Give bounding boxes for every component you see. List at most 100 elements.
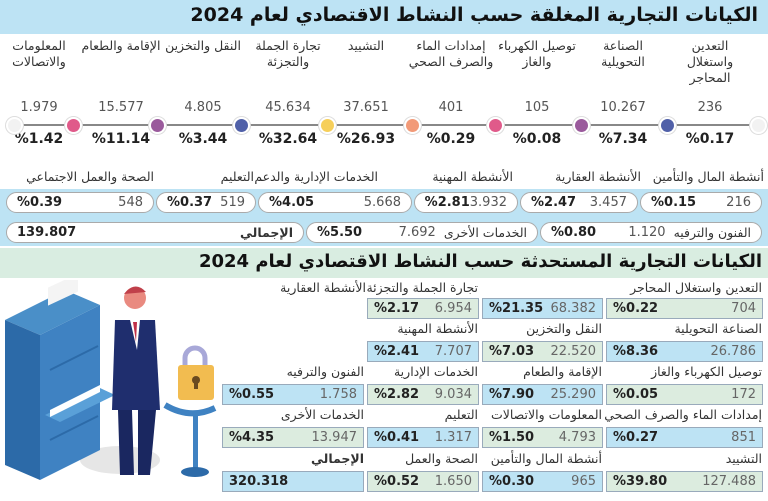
timeline-label: توصيل الكهرباء والغاز <box>498 38 576 69</box>
new-cell: 1.758 %0.55 <box>222 384 364 405</box>
percent: %2.41 <box>374 344 420 359</box>
value: 5.668 <box>363 195 401 210</box>
percent: %4.05 <box>269 195 315 210</box>
timeline-value: 1.979 <box>20 100 58 115</box>
timeline-dot <box>319 117 336 134</box>
percent: %7.03 <box>489 344 535 359</box>
new-cell: 965 %0.30 <box>482 471 603 492</box>
percent: %7.90 <box>489 387 535 402</box>
value: 25.290 <box>550 387 597 402</box>
timeline-dot <box>65 117 82 134</box>
timeline-value: 10.267 <box>600 100 646 115</box>
row-label: الأنشطة العقارية <box>555 169 641 184</box>
timeline-label: المعلومات والاتصالات <box>12 38 66 69</box>
timeline-dot <box>487 117 504 134</box>
value: 1.758 <box>319 387 357 402</box>
new-cell: 704 %0.22 <box>606 298 763 319</box>
timeline-start-dot <box>6 117 23 134</box>
cell-label: الأنشطة المهنية <box>397 321 478 336</box>
value: 7.692 <box>398 225 436 240</box>
closed-pill: 548 %0.39 <box>6 192 154 213</box>
total-label: الإجمالي <box>239 225 293 240</box>
percent: %0.52 <box>374 474 420 489</box>
timeline-dot <box>404 117 421 134</box>
percent: %0.55 <box>229 387 275 402</box>
cell-label: التشييد <box>725 451 762 466</box>
row-label: الخدمات الإدارية والدعم <box>254 169 378 184</box>
closed-pill: 3.457 %2.47 <box>520 192 638 213</box>
cell-label: النقل والتخزين <box>526 321 602 336</box>
value: 4.793 <box>558 430 596 445</box>
percent: %0.80 <box>551 225 597 240</box>
timeline-dot <box>149 117 166 134</box>
label: الخدمات الأخرى <box>443 225 527 240</box>
row-label: الصحة والعمل الاجتماعي <box>26 169 154 184</box>
new-cell: 68.382 %21.35 <box>482 298 603 319</box>
percent: %2.47 <box>531 195 577 210</box>
timeline-label: الإقامة والطعام <box>81 38 161 53</box>
value: 965 <box>571 474 596 489</box>
cell-label: الصحة والعمل <box>405 451 478 466</box>
row-label: الأنشطة المهنية <box>432 169 513 184</box>
total-value: 320.318 <box>229 474 289 489</box>
timeline-label: الصناعة التحويلية <box>601 38 645 69</box>
percent: %0.05 <box>613 387 659 402</box>
cell-label: التعليم <box>444 407 478 422</box>
cell-label: الأنشطة العقارية <box>280 280 366 295</box>
row-label: أنشطة المال والتأمين <box>652 169 764 184</box>
value: 68.382 <box>550 301 597 316</box>
new-cell: 851 %0.27 <box>606 427 763 448</box>
value: 851 <box>731 430 756 445</box>
timeline-label: التعدين واستغلال المحاجر <box>686 38 734 85</box>
value: 3.932 <box>469 195 507 210</box>
timeline-pct: %11.14 <box>91 131 151 147</box>
cell-label: توصيل الكهرباء والغاز <box>651 364 762 379</box>
timeline-dot <box>573 117 590 134</box>
new-cell: 4.793 %1.50 <box>482 427 603 448</box>
percent: %1.50 <box>489 430 535 445</box>
cell-label: الخدمات الأخرى <box>280 407 364 422</box>
closed-pill: 5.668 %4.05 <box>258 192 412 213</box>
value: 548 <box>118 195 143 210</box>
value: 1.120 <box>628 225 666 240</box>
cell-label: أنشطة المال والتأمين <box>490 451 602 466</box>
closed-title-bar: الكيانات التجارية المغلقة حسب النشاط الا… <box>0 0 768 34</box>
new-cell: 1.317 %0.41 <box>367 427 479 448</box>
value: 3.457 <box>589 195 627 210</box>
closed-pill: 3.932 %2.81 <box>414 192 518 213</box>
timeline-dot <box>659 117 676 134</box>
total-label: الإجمالي <box>310 451 364 466</box>
value: 127.488 <box>702 474 756 489</box>
new-cell: 9.034 %2.82 <box>367 384 479 405</box>
timeline-value: 236 <box>697 100 723 115</box>
new-total-cell: 320.318 <box>222 471 364 492</box>
value: 7.707 <box>434 344 472 359</box>
row-label: التعليم <box>220 169 254 184</box>
total-value: 139.807 <box>17 225 77 240</box>
timeline-label: التشييد <box>347 38 385 53</box>
cell-label: الفنون والترفيه <box>286 364 364 379</box>
cell-label: إمدادات الماء والصرف الصحي <box>604 407 762 422</box>
closed-pill-arts: الفنون والترفيه 1.120 %0.80 <box>540 222 762 243</box>
percent: %39.80 <box>613 474 668 489</box>
percent: %2.82 <box>374 387 420 402</box>
value: 1.317 <box>434 430 472 445</box>
new-cell: 127.488 %39.80 <box>606 471 763 492</box>
new-cell: 26.786 %8.36 <box>606 341 763 362</box>
value: 22.520 <box>550 344 597 359</box>
new-title: الكيانات التجارية المستحدثة حسب النشاط ا… <box>198 251 762 272</box>
closed-pill: 519 %0.37 <box>156 192 256 213</box>
value: 704 <box>731 301 756 316</box>
percent: %0.37 <box>167 195 213 210</box>
timeline-line <box>18 124 750 126</box>
percent: %5.50 <box>317 225 363 240</box>
label: الفنون والترفيه <box>673 225 751 240</box>
percent: %0.27 <box>613 430 659 445</box>
closed-pill-other: الخدمات الأخرى 7.692 %5.50 <box>306 222 538 243</box>
new-cell: 25.290 %7.90 <box>482 384 603 405</box>
percent: %0.15 <box>651 195 697 210</box>
timeline-pct: %0.29 <box>426 131 476 147</box>
cell-label: الإقامة والطعام <box>523 364 602 379</box>
new-cell: 1.650 %0.52 <box>367 471 479 492</box>
timeline-value: 15.577 <box>98 100 144 115</box>
